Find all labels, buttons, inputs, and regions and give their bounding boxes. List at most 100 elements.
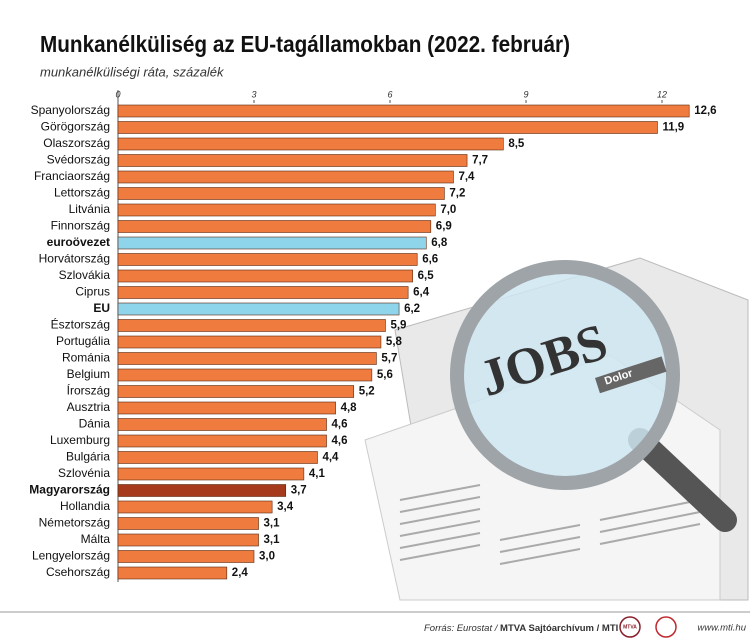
value-label: 3,1 [264,518,281,530]
y-tick-label: Bulgária [66,450,110,464]
bar [117,220,432,233]
x-tick-label: 12 [657,89,667,99]
value-label: 7,7 [472,155,488,167]
x-tick-label: 0 [115,89,120,99]
bar [117,418,327,431]
y-tick-label: Finnország [51,219,110,233]
logo-text: MTVA [623,624,637,630]
footer-website: www.mti.hu [697,623,746,634]
y-tick-label: Szlovénia [58,466,110,480]
value-label: 6,5 [418,270,435,282]
chart-subtitle: munkanélküliségi ráta, százalék [40,64,225,79]
y-tick-label: Horvátország [39,252,110,266]
value-label: 5,2 [359,386,375,398]
y-tick-label: Németország [39,516,110,530]
bar [117,385,355,398]
section-band [595,356,667,394]
value-label: 5,8 [386,336,403,348]
y-tick-label: Olaszország [43,136,110,150]
y-tick-label: Lengyelország [32,549,110,563]
value-label: 6,2 [404,303,420,315]
y-tick-label: Lettország [54,186,110,200]
value-label: 4,8 [341,402,358,414]
y-tick-label: Svédország [47,153,110,167]
value-label: 12,6 [694,105,716,117]
bar [117,484,287,497]
y-tick-label: Hollandia [60,499,110,513]
source-prefix: Forrás: Eurostat / [424,623,499,634]
value-label: 8,5 [508,138,525,150]
value-label: 3,4 [277,501,294,513]
y-tick-label: Spanyolország [31,103,110,117]
value-label: 4,4 [322,452,339,464]
bar [117,335,382,349]
value-label: 4,6 [332,435,348,447]
logo-mark [619,616,641,638]
magnifier-lens [450,260,680,490]
bar [117,187,445,200]
value-label: 5,9 [390,320,406,332]
bar [117,137,504,151]
bar [117,517,259,530]
y-tick-label: euroövezet [47,235,110,249]
x-tick-label: 3 [251,89,256,99]
y-tick-label: Dánia [79,417,111,431]
bar [117,451,318,464]
x-tick-label: 9 [523,89,528,99]
bar [117,368,373,382]
y-tick-label: Portugália [56,334,110,348]
bar [117,566,228,580]
value-label: 4,6 [332,419,348,431]
bar [117,269,413,283]
bar [117,401,336,415]
y-tick-label: Ausztria [67,400,111,414]
y-tick-label: Ciprus [75,285,110,299]
y-tick-label: Litvánia [69,202,111,216]
y-tick-label: Belgium [67,367,110,381]
value-label: 3,1 [264,534,281,546]
illustration: JOBS Dolor [364,257,749,601]
value-label: 4,1 [309,468,326,480]
y-tick-label: Szlovákia [59,268,111,282]
newspaper-lines [399,484,701,565]
bar [117,104,690,118]
value-label: 11,9 [662,122,684,134]
bar [117,550,255,563]
value-label: 6,8 [431,237,448,249]
value-label: 3,7 [291,485,307,497]
bar [117,500,273,514]
value-label: 6,9 [436,221,452,233]
bar [117,121,658,134]
value-label: 7,4 [458,171,475,183]
value-label: 3,0 [259,551,275,563]
magnifier-handle [628,428,737,532]
bar [117,286,409,299]
bar [117,154,468,167]
logo-mark-2 [655,616,677,638]
bar [117,203,436,217]
y-tick-label: Észtország [51,317,110,332]
x-tick-label: 6 [387,89,392,99]
bar [117,170,454,184]
y-tick-label: Görögország [41,120,110,134]
bar [117,352,377,365]
value-label: 7,0 [440,204,456,216]
source-agency: MTVA Sajtóarchívum / MTI [500,623,618,634]
value-label: 5,6 [377,369,393,381]
value-label: 5,7 [381,353,397,365]
bar [117,533,259,547]
value-label: 6,4 [413,287,430,299]
value-label: 6,6 [422,254,438,266]
bar [117,302,400,316]
value-label: 7,2 [449,188,465,200]
bar [117,236,427,250]
y-tick-label: Románia [62,351,110,365]
footer-source: Forrás: Eurostat / MTVA Sajtóarchívum / … [424,623,618,634]
y-tick-label: Málta [81,532,111,546]
y-tick-label: Luxemburg [50,433,110,447]
bar [117,319,386,332]
chart-title: Munkanélküliség az EU-tagállamokban (202… [40,31,570,57]
bar [117,253,418,266]
y-tick-label: Magyarország [29,483,110,497]
